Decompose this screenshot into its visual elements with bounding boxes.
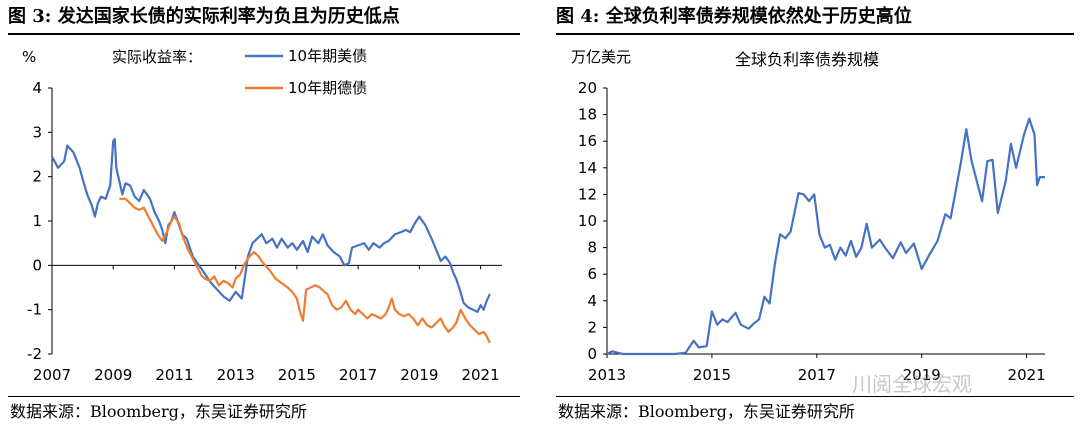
negative-debt-y-tick-label: 2	[587, 318, 597, 336]
y-axis-unit-label: 万亿美元	[571, 48, 631, 66]
real-yield-series-2-line	[119, 197, 491, 344]
figure-4-source-rule	[556, 396, 1074, 397]
negative-debt-y-tick-label: 0	[587, 345, 597, 363]
figure-3-source: 数据来源：Bloomberg，东吴证券研究所	[10, 402, 307, 421]
real-yield-chart: -2 -1 0 1 2 3 4 2007 2009 2011 2013 2015 2017 2019 202…	[22, 47, 502, 384]
real-yield-x-tick-label: 2017	[339, 366, 377, 384]
negative-debt-y-tick-label: 8	[587, 239, 597, 257]
real-yield-y-tick-label: -2	[27, 345, 42, 363]
real-yield-y-tick-label: 4	[32, 79, 42, 97]
figure-4-title: 图 4: 全球负利率债券规模依然处于历史高位	[556, 6, 912, 27]
real-yield-series-1-line	[51, 137, 491, 313]
figure-3-title: 图 3: 发达国家长债的实际利率为负且为历史低点	[8, 6, 400, 27]
watermark: 川阅全球宏观	[852, 372, 972, 396]
y-axis-unit-label: %	[22, 48, 36, 66]
legend-title: 实际收益率：	[112, 48, 202, 66]
real-yield-y-tick-label: 2	[32, 168, 42, 186]
real-yield-x-tick-label: 2007	[33, 366, 71, 384]
negative-debt-y-tick-label: 14	[578, 159, 597, 177]
negative-debt-y-tick-label: 16	[578, 132, 597, 150]
negative-debt-x-tick-label: 2021	[1008, 366, 1046, 384]
negative-yield-debt-chart: 0 2 4 6 8 10 12 14 16 18 20 2013 2015 2017 2019 2021 万亿美…	[571, 48, 1046, 384]
negative-debt-y-tick-label: 18	[578, 106, 597, 124]
negative-debt-y-tick-label: 4	[587, 292, 597, 310]
negative-debt-y-tick-label: 6	[587, 265, 597, 283]
real-yield-y-tick-label: -1	[27, 301, 42, 319]
real-yield-x-tick-label: 2013	[217, 366, 255, 384]
real-yield-y-tick-label: 3	[32, 123, 42, 141]
real-yield-x-tick-label: 2021	[461, 366, 499, 384]
negative-debt-x-tick-label: 2017	[798, 366, 836, 384]
real-yield-y-tick-label: 1	[32, 212, 42, 230]
real-yield-x-tick-label: 2009	[94, 366, 132, 384]
figure-3-source-rule	[8, 396, 520, 397]
real-yield-x-tick-label: 2019	[400, 366, 438, 384]
negative-debt-series-1-line	[606, 117, 1045, 356]
negative-debt-x-tick-label: 2015	[693, 366, 731, 384]
negative-debt-y-tick-label: 10	[578, 212, 597, 230]
negative-debt-x-tick-label: 2013	[588, 366, 626, 384]
negative-debt-y-tick-label: 12	[578, 185, 597, 203]
negative-debt-x-tick-label: 2019	[903, 366, 941, 384]
legend-label-1: 10年期美债	[288, 47, 367, 65]
negative-debt-y-tick-label: 20	[578, 79, 597, 97]
figure-4-title-rule	[556, 33, 1074, 35]
figure-3-title-rule	[8, 33, 520, 35]
real-yield-x-tick-label: 2011	[155, 366, 193, 384]
chart-title: 全球负利率债券规模	[735, 50, 879, 69]
legend-label-2: 10年期德债	[288, 79, 367, 97]
figure-4-source: 数据来源：Bloomberg，东吴证券研究所	[558, 402, 855, 421]
real-yield-y-tick-label: 0	[32, 256, 42, 274]
real-yield-x-tick-label: 2015	[278, 366, 316, 384]
